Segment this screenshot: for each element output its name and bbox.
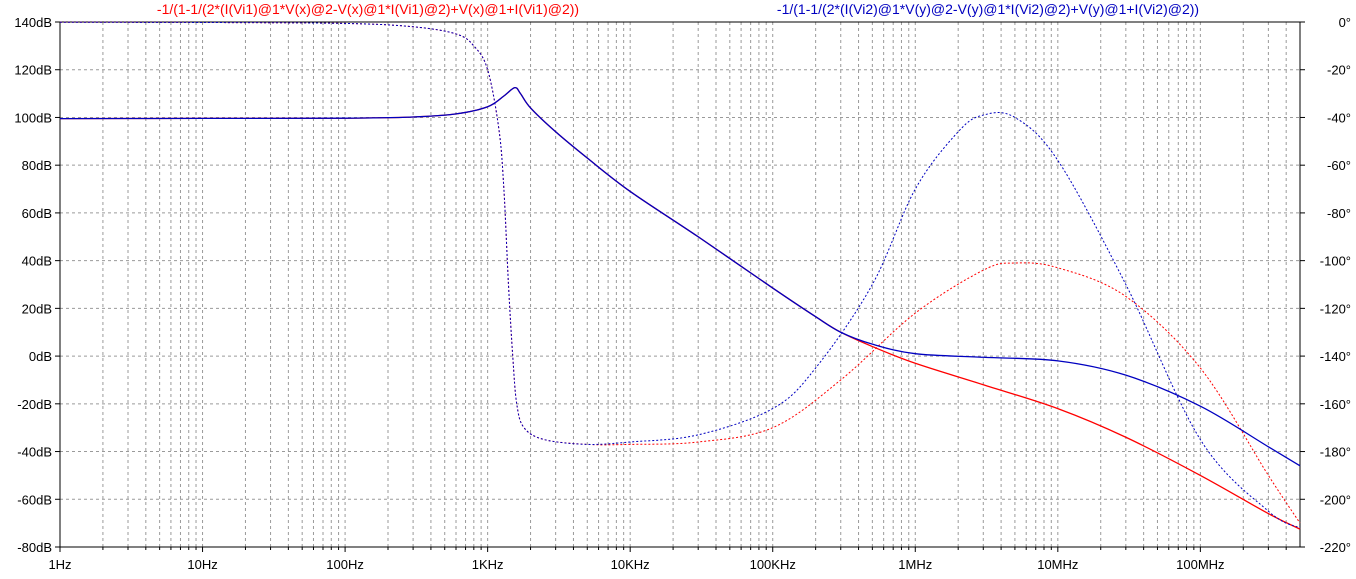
- y-left-tick-label: 80dB: [22, 158, 52, 173]
- y-right-tick-label: -60°: [1327, 158, 1351, 173]
- y-axis-right: 0° -20° -40° -60° -80° -100° -120° -140° -160° -1…: [1300, 15, 1351, 555]
- y-left-tick-label: 20dB: [22, 301, 52, 316]
- y-right-tick-label: -120°: [1320, 301, 1351, 316]
- y-left-tick-label: 40dB: [22, 254, 52, 269]
- y-left-tick-label: 0dB: [29, 349, 52, 364]
- x-tick-label: 1KHz: [472, 557, 504, 572]
- x-tick-label: 10KHz: [611, 557, 650, 572]
- y-left-tick-label: -20dB: [17, 397, 52, 412]
- grid: [60, 22, 1300, 547]
- y-right-tick-label: -220°: [1320, 540, 1351, 555]
- phase-line-blue: [59, 21, 1301, 529]
- y-right-tick-label: -20°: [1327, 63, 1351, 78]
- y-right-tick-label: -160°: [1320, 397, 1351, 412]
- x-tick-label: 100KHz: [750, 557, 796, 572]
- y-left-tick-label: -40dB: [17, 445, 52, 460]
- y-left-tick-label: 140dB: [14, 15, 52, 30]
- y-right-tick-label: -180°: [1320, 445, 1351, 460]
- y-left-tick-label: -60dB: [17, 492, 52, 507]
- y-left-tick-label: -80dB: [17, 540, 52, 555]
- y-axis-left: 140dB 120dB 100dB 80dB 60dB 40dB 20dB 0dB -20dB -…: [14, 15, 60, 555]
- y-right-tick-label: -100°: [1320, 254, 1351, 269]
- x-tick-label: 100Hz: [326, 557, 364, 572]
- x-axis: 1Hz 10Hz 100Hz 1KHz 10KHz 100KHz 1MHz 10MHz 100M…: [48, 547, 1287, 572]
- y-right-tick-label: -140°: [1320, 349, 1351, 364]
- y-left-tick-label: 60dB: [22, 206, 52, 221]
- magnitude-line-blue: [59, 86, 1301, 467]
- y-left-tick-label: 100dB: [14, 110, 52, 125]
- y-right-tick-label: -80°: [1327, 206, 1351, 221]
- x-tick-label: 10MHz: [1037, 557, 1078, 572]
- y-right-tick-label: 0°: [1339, 15, 1351, 30]
- trace-title-red[interactable]: -1/(1-1/(2*(I(Vi1)@1*V(x)@2-V(x)@1*I(Vi1…: [157, 1, 579, 17]
- phase-line-red: [59, 21, 1301, 524]
- traces: [59, 21, 1301, 530]
- y-right-tick-label: -40°: [1327, 110, 1351, 125]
- x-tick-label: 1MHz: [898, 557, 932, 572]
- y-right-tick-label: -200°: [1320, 492, 1351, 507]
- x-tick-label: 10Hz: [187, 557, 217, 572]
- plot-frame: [59, 21, 1301, 548]
- x-tick-label: 1Hz: [48, 557, 71, 572]
- trace-title-blue[interactable]: -1/(1-1/(2*(I(Vi2)@1*V(y)@2-V(y)@1*I(Vi2…: [777, 1, 1199, 17]
- y-left-tick-label: 120dB: [14, 63, 52, 78]
- x-tick-label: 100MHz: [1176, 557, 1224, 572]
